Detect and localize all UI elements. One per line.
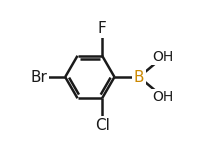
- Text: F: F: [98, 21, 106, 36]
- Text: Br: Br: [31, 69, 47, 85]
- Text: OH: OH: [152, 90, 174, 104]
- Text: Cl: Cl: [95, 118, 110, 133]
- Text: B: B: [134, 69, 144, 85]
- Text: OH: OH: [152, 50, 174, 64]
